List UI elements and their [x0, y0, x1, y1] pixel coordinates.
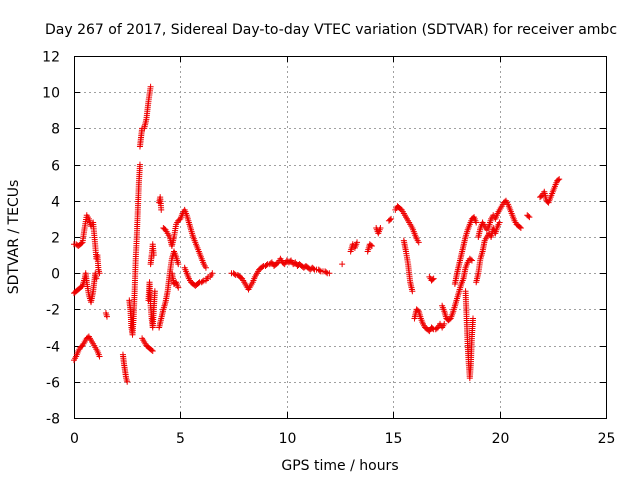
data-points — [71, 83, 563, 385]
data-point — [354, 239, 361, 246]
y-tick-label: -2 — [46, 303, 60, 319]
y-axis-label: SDTVAR / TECUs — [6, 180, 22, 295]
data-point — [496, 219, 503, 226]
data-point — [323, 269, 330, 276]
data-point — [526, 214, 533, 221]
data-point — [231, 271, 238, 278]
data-point — [556, 176, 563, 183]
data-point — [124, 378, 131, 385]
data-point — [96, 353, 103, 360]
data-point — [175, 261, 182, 268]
data-point — [377, 224, 384, 231]
data-point — [209, 270, 216, 277]
data-point — [430, 275, 437, 282]
data-point — [367, 242, 374, 249]
data-point — [202, 264, 209, 271]
data-point — [470, 315, 476, 322]
data-point — [93, 275, 100, 282]
data-point — [517, 224, 524, 231]
data-point — [259, 263, 266, 270]
data-point — [388, 215, 395, 222]
data-point — [429, 276, 436, 283]
data-point — [516, 224, 523, 231]
y-tick-label: -4 — [46, 340, 60, 356]
data-point — [339, 261, 346, 268]
data-point — [150, 252, 157, 259]
data-point — [368, 243, 375, 250]
data-point — [147, 83, 154, 90]
x-tick-label: 0 — [70, 431, 79, 447]
y-tick-label: 6 — [51, 159, 60, 175]
data-point — [195, 280, 202, 287]
data-point — [473, 219, 480, 226]
data-point — [467, 256, 474, 263]
chart-title: Day 267 of 2017, Sidereal Day-to-day VTE… — [45, 22, 617, 38]
grid-lines — [74, 56, 606, 418]
y-tick-label: 8 — [51, 122, 60, 138]
data-point — [441, 320, 448, 327]
data-point — [555, 176, 562, 183]
y-tick-label: -8 — [46, 412, 60, 428]
x-tick-label: 25 — [598, 431, 616, 447]
x-tick-label: 15 — [385, 431, 403, 447]
y-tick-label: 0 — [51, 267, 60, 283]
data-point — [316, 267, 323, 274]
data-point — [326, 270, 333, 277]
data-point — [103, 313, 110, 320]
data-point — [387, 216, 394, 223]
x-tick-label: 5 — [176, 431, 185, 447]
y-tick-label: 4 — [51, 195, 60, 211]
y-axis: -8 -6 -4 -2 0 2 4 6 8 10 12 — [42, 50, 606, 428]
data-point — [263, 262, 270, 269]
data-point — [199, 278, 206, 285]
y-tick-label: -6 — [46, 376, 60, 392]
data-point — [158, 206, 165, 213]
x-axis-label: GPS time / hours — [281, 458, 398, 474]
y-tick-label: 2 — [51, 231, 60, 247]
data-point — [151, 288, 158, 295]
y-tick-label: 12 — [42, 50, 60, 66]
x-tick-label: 10 — [279, 431, 297, 447]
y-tick-label: 10 — [42, 86, 60, 102]
data-point — [78, 240, 85, 247]
data-point — [136, 161, 143, 168]
data-point — [525, 213, 532, 220]
data-point — [148, 347, 155, 354]
data-point — [175, 284, 182, 291]
data-point — [310, 265, 317, 272]
data-point — [409, 288, 416, 295]
x-tick-label: 20 — [492, 431, 510, 447]
data-point — [468, 257, 475, 264]
data-point — [149, 348, 156, 355]
x-axis: 0 5 10 15 20 25 — [70, 56, 615, 447]
data-point — [415, 239, 422, 246]
